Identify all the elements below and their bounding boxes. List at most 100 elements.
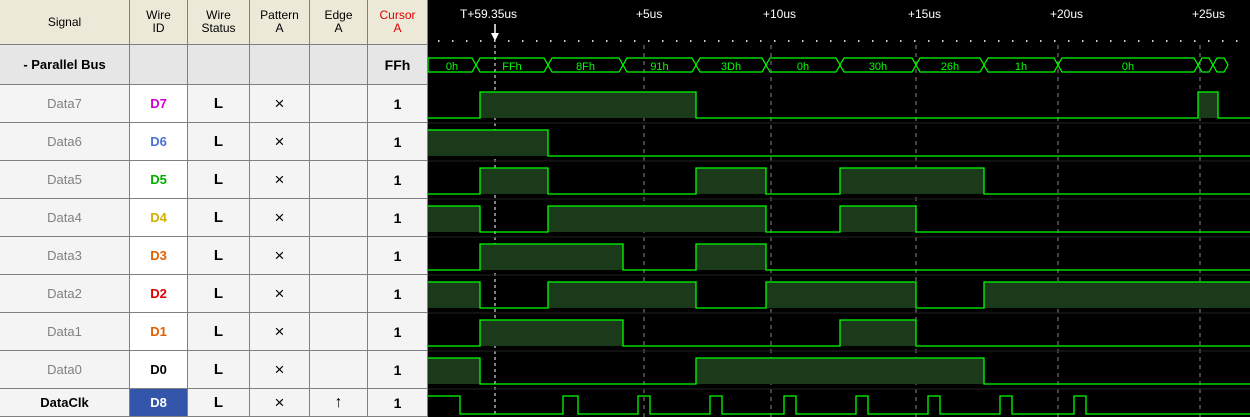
wire-id-d1[interactable]: D1 xyxy=(130,313,188,351)
minor-tick xyxy=(676,40,678,42)
header-pattern[interactable]: Pattern A xyxy=(250,0,310,45)
cursor-value: 1 xyxy=(368,85,428,123)
wire-id-d7[interactable]: D7 xyxy=(130,85,188,123)
wire-status[interactable]: L xyxy=(188,389,250,417)
signal-name-data6[interactable]: Data6 xyxy=(0,123,130,161)
minor-tick xyxy=(886,40,888,42)
header-wire-id[interactable]: Wire ID xyxy=(130,0,188,45)
waveform-canvas[interactable]: +5us +10us +15us +20us +25us T+59.35us 0h FFh 8F… xyxy=(428,0,1250,417)
wire-id-d3[interactable]: D3 xyxy=(130,237,188,275)
edge-empty[interactable] xyxy=(310,123,368,161)
minor-tick xyxy=(508,40,510,42)
minor-tick xyxy=(704,40,706,42)
signal-name-dataclk[interactable]: DataClk xyxy=(0,389,130,417)
header-cursor[interactable]: Cursor A xyxy=(368,0,428,45)
minor-tick xyxy=(732,40,734,42)
header-edge-line-2: A xyxy=(334,21,343,35)
signal-table: Signal Wire ID Wire Status Pattern A Edge A Curso… xyxy=(0,0,428,417)
pattern-dont-care[interactable]: × xyxy=(250,85,310,123)
edge-empty[interactable] xyxy=(310,199,368,237)
signal-name-data3[interactable]: Data3 xyxy=(0,237,130,275)
signal-name-data2[interactable]: Data2 xyxy=(0,275,130,313)
waveform-high-fill xyxy=(623,206,696,232)
waveform-high-fill xyxy=(1058,282,1128,308)
wire-status[interactable]: L xyxy=(188,237,250,275)
signal-name-data0[interactable]: Data0 xyxy=(0,351,130,389)
header-edge[interactable]: Edge A xyxy=(310,0,368,45)
minor-tick xyxy=(592,40,594,42)
pattern-dont-care[interactable]: × xyxy=(250,161,310,199)
wire-status[interactable]: L xyxy=(188,351,250,389)
cursor-value: 1 xyxy=(368,123,428,161)
minor-tick xyxy=(578,40,580,42)
minor-tick xyxy=(788,40,790,42)
pattern-dont-care[interactable]: × xyxy=(250,351,310,389)
timeline-tick-label: +10us xyxy=(763,7,796,21)
cursor-value: 1 xyxy=(368,237,428,275)
signal-name-data5[interactable]: Data5 xyxy=(0,161,130,199)
header-cursor-line-1: Cursor xyxy=(379,8,416,22)
waveform-high-fill xyxy=(696,206,766,232)
signal-name-data1[interactable]: Data1 xyxy=(0,313,130,351)
pattern-dont-care[interactable]: × xyxy=(250,123,310,161)
minor-tick xyxy=(844,40,846,42)
waveform-data0 xyxy=(428,357,1250,385)
edge-empty[interactable] xyxy=(310,161,368,199)
minor-tick xyxy=(1222,40,1224,42)
edge-empty[interactable] xyxy=(310,313,368,351)
bus-value-label: FFh xyxy=(502,61,522,73)
wire-status[interactable]: L xyxy=(188,275,250,313)
wire-id-d2[interactable]: D2 xyxy=(130,275,188,313)
signal-name-data4[interactable]: Data4 xyxy=(0,199,130,237)
edge-empty[interactable] xyxy=(310,275,368,313)
waveform-high-fill xyxy=(696,168,766,194)
header-wire-status[interactable]: Wire Status xyxy=(188,0,250,45)
minor-tick xyxy=(900,40,902,42)
wire-status[interactable]: L xyxy=(188,85,250,123)
waveform-high-fill xyxy=(1128,282,1198,308)
wire-id-d6[interactable]: D6 xyxy=(130,123,188,161)
wire-id-d8[interactable]: D8 xyxy=(130,389,188,417)
timeline-tick-label: +25us xyxy=(1192,7,1225,21)
pattern-dont-care[interactable]: × xyxy=(250,275,310,313)
minor-tick xyxy=(1068,40,1070,42)
bus-value-label: 0h xyxy=(446,61,458,73)
minor-tick xyxy=(1124,40,1126,42)
header-signal[interactable]: Signal xyxy=(0,0,130,45)
edge-empty[interactable] xyxy=(310,85,368,123)
wire-status[interactable]: L xyxy=(188,199,250,237)
waveform-high-fill xyxy=(428,206,480,232)
header-edge-line-1: Edge xyxy=(324,8,353,22)
edge-empty[interactable] xyxy=(310,351,368,389)
timeline-tick-label: +5us xyxy=(636,7,662,21)
minor-tick xyxy=(858,40,860,42)
bus-value-label: 3Dh xyxy=(721,61,741,73)
timeline-header xyxy=(428,0,1250,45)
bus-name[interactable]: - Parallel Bus xyxy=(0,45,130,85)
wire-status[interactable]: L xyxy=(188,161,250,199)
pattern-dont-care[interactable]: × xyxy=(250,199,310,237)
waveform-high-fill xyxy=(1198,92,1218,118)
waveform-panel[interactable]: +5us +10us +15us +20us +25us T+59.35us 0h FFh 8F… xyxy=(428,0,1250,417)
minor-tick xyxy=(956,40,958,42)
minor-tick xyxy=(620,40,622,42)
minor-tick xyxy=(438,40,440,42)
waveform-high-fill xyxy=(548,282,623,308)
waveform-high-fill xyxy=(548,244,623,270)
pattern-dont-care[interactable]: × xyxy=(250,237,310,275)
minor-tick xyxy=(1012,40,1014,42)
wire-status[interactable]: L xyxy=(188,313,250,351)
pattern-dont-care[interactable]: × xyxy=(250,313,310,351)
wire-id-d5[interactable]: D5 xyxy=(130,161,188,199)
timeline-tick-label: +20us xyxy=(1050,7,1083,21)
bus-cursor-value: FFh xyxy=(368,45,428,85)
edge-empty[interactable] xyxy=(310,237,368,275)
wire-id-d4[interactable]: D4 xyxy=(130,199,188,237)
waveform-data3 xyxy=(428,243,1250,271)
pattern-dont-care[interactable]: × xyxy=(250,389,310,417)
wire-status[interactable]: L xyxy=(188,123,250,161)
rising-edge-icon[interactable]: ↑ xyxy=(310,389,368,417)
minor-tick xyxy=(1026,40,1028,42)
wire-id-d0[interactable]: D0 xyxy=(130,351,188,389)
signal-name-data7[interactable]: Data7 xyxy=(0,85,130,123)
